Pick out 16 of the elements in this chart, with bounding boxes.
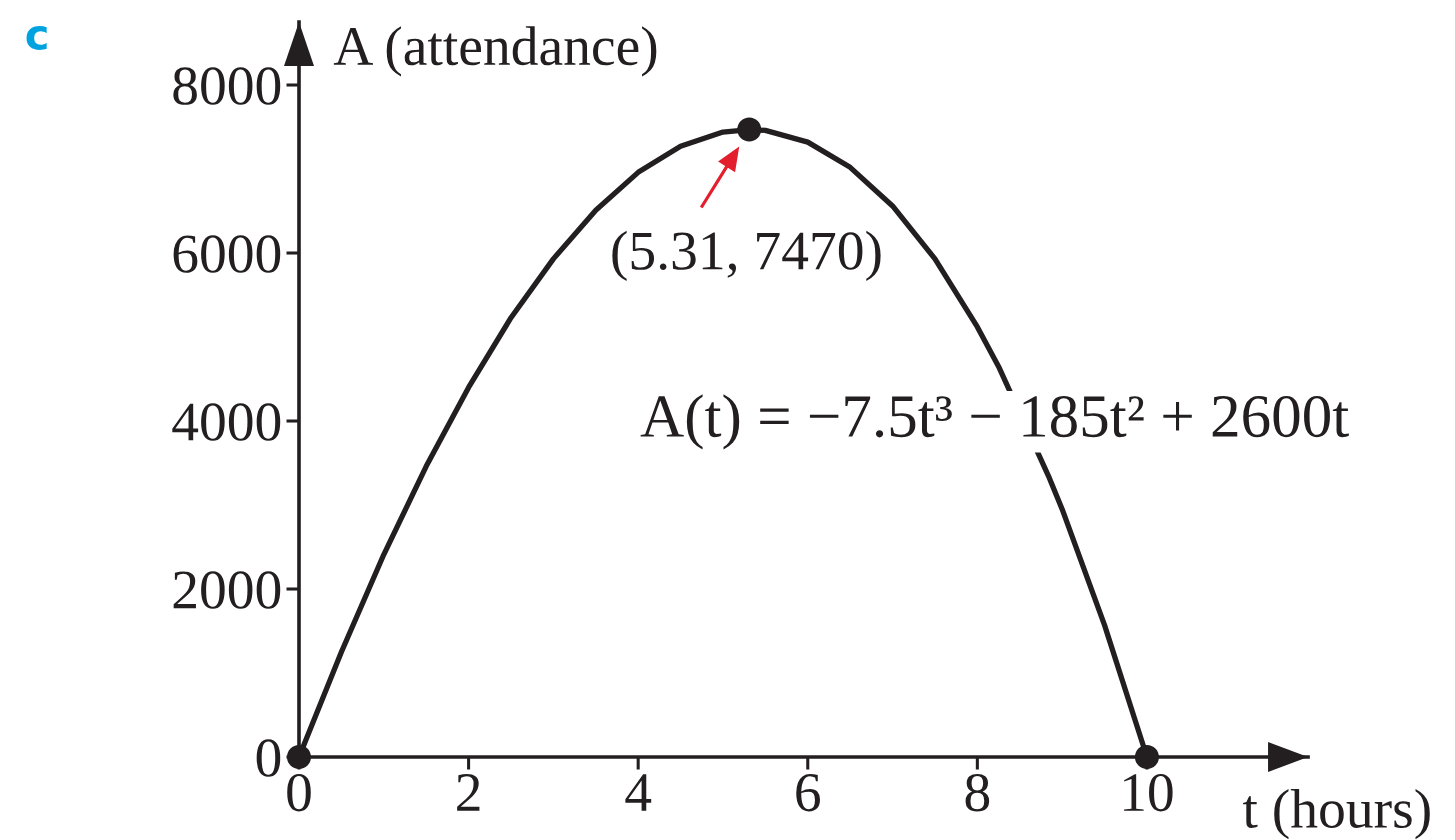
y-tick-label: 2000: [173, 571, 281, 609]
x-tick-label: 2: [457, 774, 480, 811]
text: c: [26, 25, 47, 50]
x-tick-label: 6: [796, 774, 820, 812]
x-tick-label: 0: [287, 773, 311, 812]
y-tick-label: 6000: [173, 235, 281, 273]
x-tick-label: 8: [965, 773, 990, 812]
x-axis-title: t (hours): [1243, 788, 1430, 840]
y-tick-label: 8000: [173, 67, 281, 105]
x-tick-label: 4: [625, 774, 652, 811]
y-tick-label: 4000: [172, 403, 281, 441]
x-tick-label: 10: [1124, 773, 1173, 812]
y-tick-label: 0: [256, 739, 281, 777]
annotation: (5.31, 7470): [612, 230, 881, 282]
y-axis-title: A (attendance): [333, 26, 657, 77]
series-label: A(t) = −7.5t³ − 185t² + 2600t: [640, 394, 1349, 450]
